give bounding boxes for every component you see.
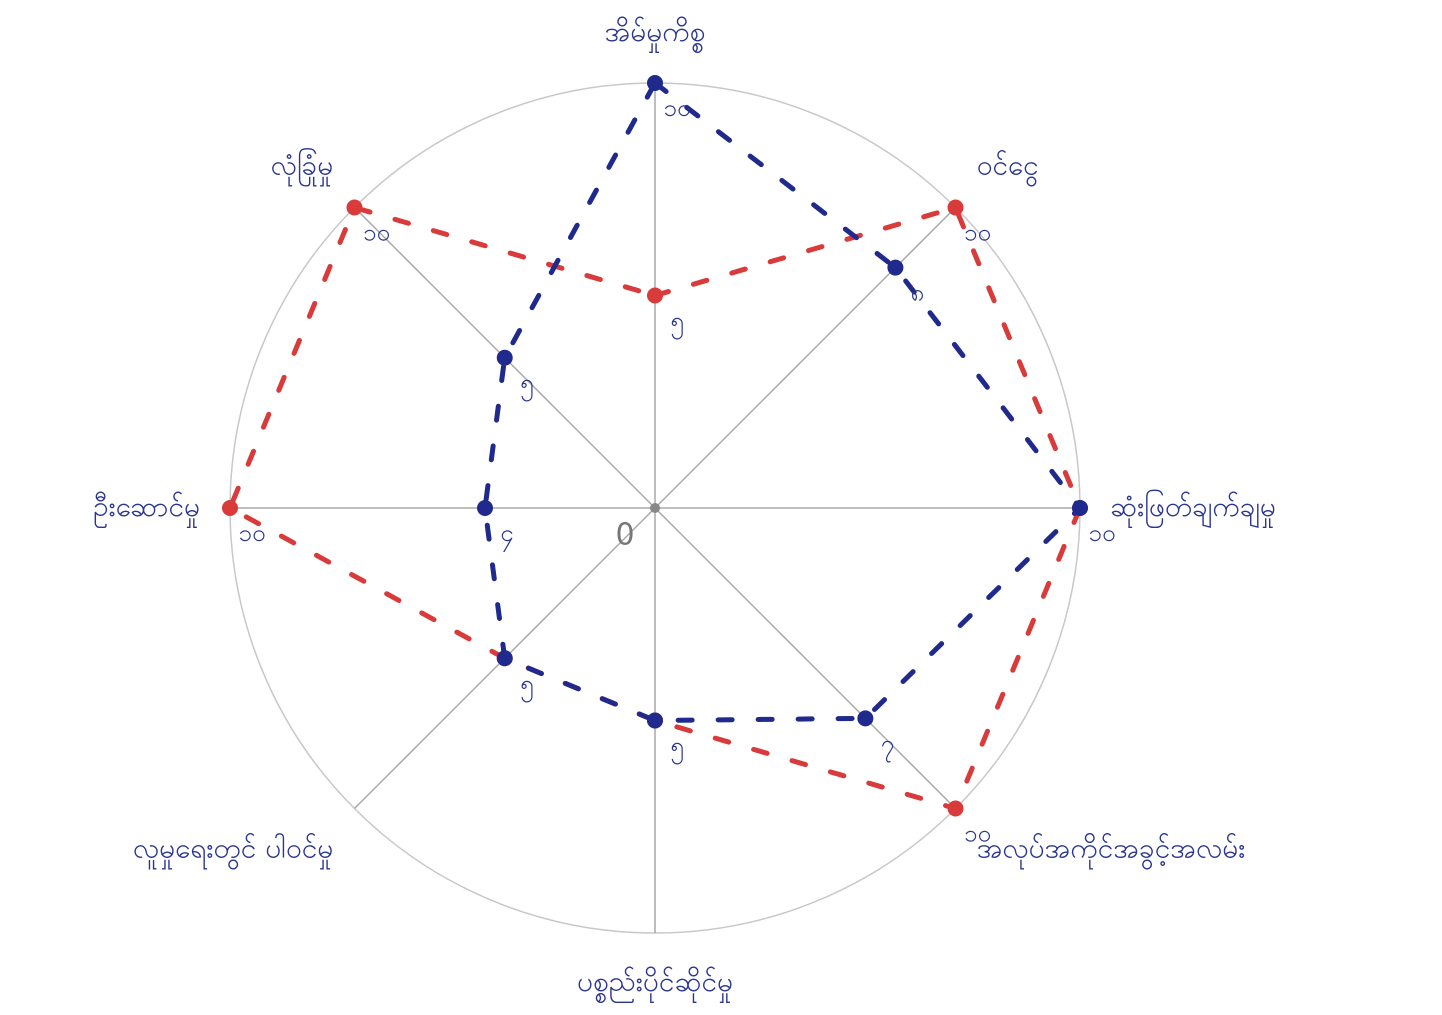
value-label: ၈ [911, 279, 925, 307]
value-label: ၅ [670, 732, 684, 765]
axis-label: ဝင်ငွေ [977, 147, 1039, 187]
data-point [947, 800, 964, 817]
spoke [654, 206, 957, 509]
data-point [346, 199, 363, 216]
data-point [947, 199, 964, 216]
center-tick [650, 503, 660, 513]
axis-label: ပစ္စည်းပိုင်ဆိုင်မှု [577, 964, 733, 1004]
series-line [226, 204, 1083, 812]
data-point [496, 650, 513, 667]
value-label: ၅ [520, 669, 534, 702]
value-label: ၁၀ [964, 820, 991, 848]
axis-label: ဦးဆောင်မှု [93, 489, 200, 529]
axis-label: လုံခြုံမှု [271, 146, 334, 187]
data-point [887, 259, 904, 276]
r-tick-label: 0 [615, 518, 634, 553]
spoke [654, 507, 957, 810]
data-point [857, 710, 874, 727]
axis-label: ဆုံးဖြတ်ချက်ချမှု [1110, 488, 1276, 529]
value-label: ၅ [520, 369, 534, 402]
value-label: ၁၀ [363, 218, 390, 246]
value-label: ၄ [500, 519, 514, 552]
data-point [1072, 500, 1088, 516]
axis-label: အလုပ်အကိုင်အခွင့်အလမ်း [977, 831, 1246, 871]
value-label: ၇ [881, 729, 895, 762]
data-point [647, 75, 663, 91]
series-line [482, 79, 1084, 724]
value-label: ၁၀ [664, 94, 691, 122]
data-point [477, 500, 493, 516]
axis-label: လူမှုရေးတွင် ပါဝင်မှု [133, 831, 333, 871]
value-label: ၁၀ [239, 519, 266, 547]
data-point [222, 500, 238, 516]
data-point [647, 712, 663, 729]
value-label: ၁၀ [1089, 519, 1116, 547]
value-label: ၁၀ [964, 218, 991, 246]
value-label: ၅ [670, 307, 684, 340]
axis-label: အိမ်မှုကိစ္စ [605, 14, 706, 54]
data-point [496, 349, 513, 366]
data-point [647, 287, 663, 304]
